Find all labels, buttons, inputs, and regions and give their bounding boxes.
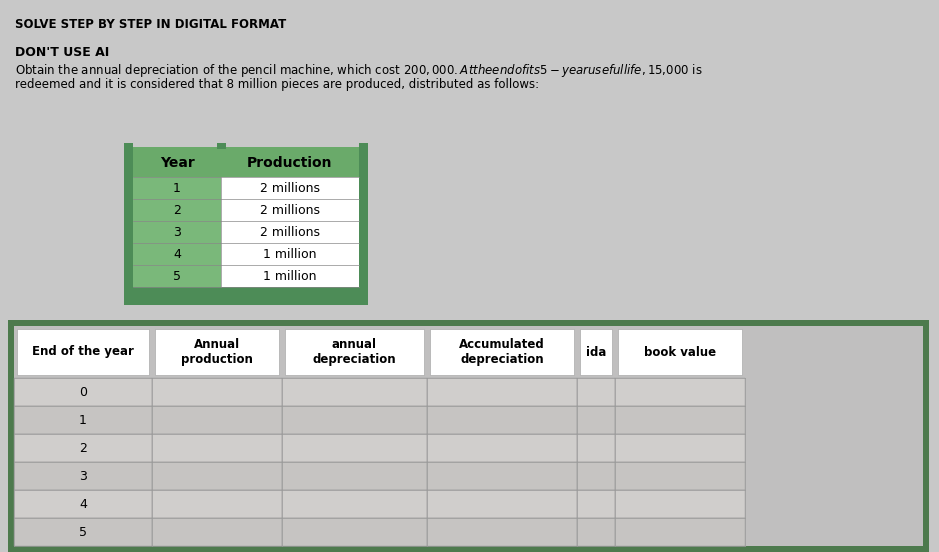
Bar xyxy=(577,434,615,462)
Bar xyxy=(155,329,279,375)
Bar xyxy=(14,378,152,406)
Bar xyxy=(577,462,615,490)
Text: 2 millions: 2 millions xyxy=(260,226,320,238)
Text: 1: 1 xyxy=(173,182,181,194)
Text: 2: 2 xyxy=(173,204,181,216)
Text: 1 million: 1 million xyxy=(263,247,316,261)
Bar xyxy=(152,434,282,462)
Bar xyxy=(152,378,282,406)
Bar xyxy=(282,490,427,518)
Text: 0: 0 xyxy=(79,385,87,399)
Bar xyxy=(14,490,152,518)
Bar xyxy=(615,490,745,518)
Text: 2 millions: 2 millions xyxy=(260,204,320,216)
Text: annual
depreciation: annual depreciation xyxy=(313,337,396,367)
Bar xyxy=(618,329,742,375)
Bar xyxy=(124,149,368,305)
Bar xyxy=(8,320,929,552)
Text: End of the year: End of the year xyxy=(32,346,134,358)
Text: ida: ida xyxy=(586,346,607,358)
Bar xyxy=(14,434,152,462)
Text: Production: Production xyxy=(247,156,332,170)
Text: 3: 3 xyxy=(173,226,181,238)
Text: 4: 4 xyxy=(79,497,87,511)
Bar xyxy=(577,518,615,546)
Bar xyxy=(221,265,359,287)
Bar xyxy=(124,143,133,149)
Text: book value: book value xyxy=(644,346,716,358)
Text: DON'T USE AI: DON'T USE AI xyxy=(15,46,109,59)
Bar xyxy=(427,490,577,518)
Bar xyxy=(152,462,282,490)
Bar xyxy=(282,434,427,462)
Text: 1 million: 1 million xyxy=(263,269,316,283)
Bar xyxy=(580,329,612,375)
Bar xyxy=(133,199,221,221)
Bar xyxy=(427,378,577,406)
Bar xyxy=(615,518,745,546)
Text: Annual
production: Annual production xyxy=(181,337,253,367)
Bar xyxy=(577,490,615,518)
Bar xyxy=(615,378,745,406)
Bar xyxy=(14,518,152,546)
Bar xyxy=(427,462,577,490)
Text: 1: 1 xyxy=(79,413,87,427)
Bar xyxy=(221,199,359,221)
Bar xyxy=(14,326,923,546)
Bar xyxy=(282,378,427,406)
Text: 2 millions: 2 millions xyxy=(260,182,320,194)
Bar xyxy=(17,329,149,375)
Bar xyxy=(359,143,368,149)
Text: Accumulated
depreciation: Accumulated depreciation xyxy=(459,337,545,367)
Bar xyxy=(133,265,221,287)
Bar xyxy=(615,434,745,462)
Bar xyxy=(14,406,152,434)
Text: 5: 5 xyxy=(173,269,181,283)
Bar xyxy=(430,329,574,375)
Text: 3: 3 xyxy=(79,470,87,482)
Bar xyxy=(577,378,615,406)
Bar xyxy=(427,518,577,546)
Bar xyxy=(152,518,282,546)
Text: 2: 2 xyxy=(79,442,87,454)
Bar xyxy=(577,406,615,434)
Bar xyxy=(152,490,282,518)
Bar xyxy=(133,243,221,265)
Text: 4: 4 xyxy=(173,247,181,261)
Text: 5: 5 xyxy=(79,526,87,539)
Bar xyxy=(221,147,359,177)
Bar xyxy=(133,147,221,177)
Text: SOLVE STEP BY STEP IN DIGITAL FORMAT: SOLVE STEP BY STEP IN DIGITAL FORMAT xyxy=(15,18,286,31)
Text: Obtain the annual depreciation of the pencil machine, which cost $200,000. At th: Obtain the annual depreciation of the pe… xyxy=(15,62,702,79)
Text: redeemed and it is considered that 8 million pieces are produced, distributed as: redeemed and it is considered that 8 mil… xyxy=(15,78,539,91)
Bar xyxy=(217,143,226,149)
Bar xyxy=(282,406,427,434)
Bar xyxy=(285,329,424,375)
Bar xyxy=(282,518,427,546)
Bar xyxy=(221,221,359,243)
Bar xyxy=(282,462,427,490)
Bar xyxy=(133,177,221,199)
Bar xyxy=(427,406,577,434)
Bar xyxy=(152,406,282,434)
Bar xyxy=(615,406,745,434)
Bar xyxy=(615,462,745,490)
Bar xyxy=(427,434,577,462)
Bar xyxy=(221,177,359,199)
Bar xyxy=(14,462,152,490)
Bar xyxy=(133,221,221,243)
Text: Year: Year xyxy=(160,156,194,170)
Bar xyxy=(221,243,359,265)
